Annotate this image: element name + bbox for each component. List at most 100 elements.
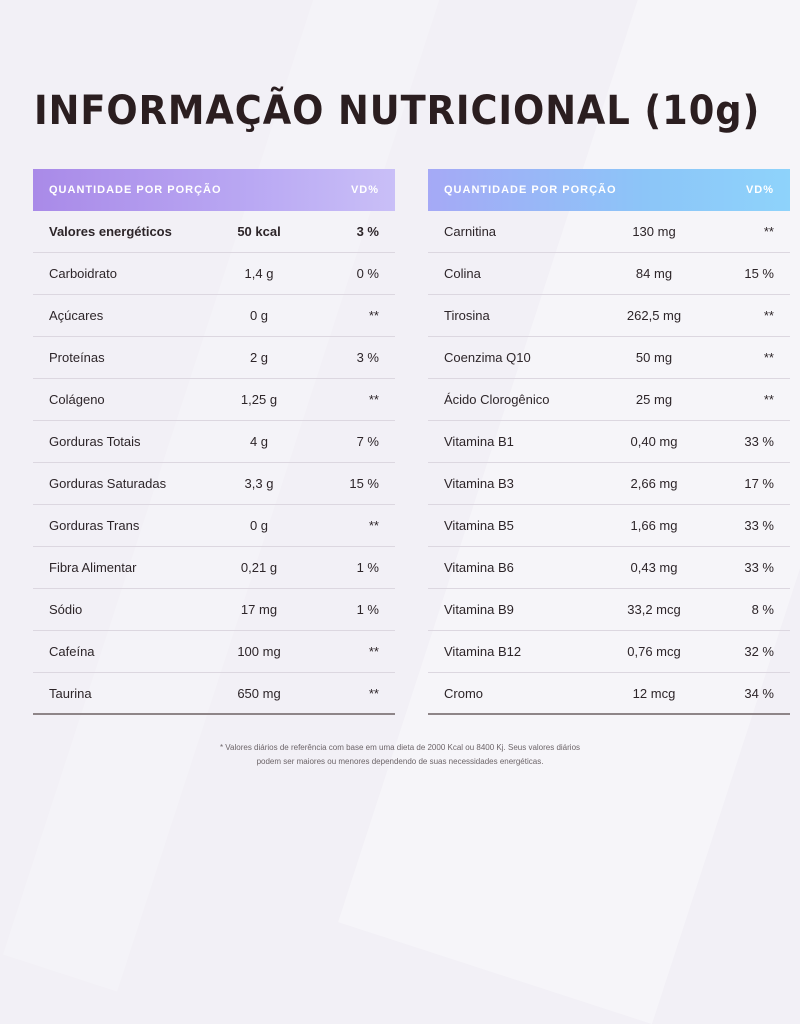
footnote: * Valores diários de referência com base… [0, 741, 800, 769]
table-row: Carnitina 130 mg ** [428, 211, 790, 253]
table-row: Proteínas 2 g 3 % [33, 337, 395, 379]
nutrient-name: Fibra Alimentar [49, 560, 137, 575]
table-row: Vitamina B3 2,66 mg 17 % [428, 463, 790, 505]
table-row: Ácido Clorogênico 25 mg ** [428, 379, 790, 421]
table-header: QUANTIDADE POR PORÇÃO VD% [33, 169, 395, 211]
nutrition-table-left: QUANTIDADE POR PORÇÃO VD% Valores energé… [33, 169, 395, 715]
header-quantity-label: QUANTIDADE POR PORÇÃO [444, 184, 617, 196]
nutrient-name: Açúcares [49, 308, 104, 323]
nutrient-vd: 1 % [356, 602, 379, 617]
nutrition-table-right: QUANTIDADE POR PORÇÃO VD% Carnitina 130 m… [428, 169, 790, 715]
nutrient-name: Coenzima Q10 [444, 350, 531, 365]
nutrient-quantity: 25 mg [635, 392, 673, 407]
nutrient-vd: 1 % [356, 560, 379, 575]
nutrient-quantity: 0,40 mg [630, 434, 678, 449]
nutrient-vd: ** [368, 644, 379, 659]
nutrient-name: Carnitina [444, 224, 497, 239]
nutrient-vd: ** [763, 308, 774, 323]
table-row: Gorduras Saturadas 3,3 g 15 % [33, 463, 395, 505]
table-row: Fibra Alimentar 0,21 g 1 % [33, 547, 395, 589]
nutrient-quantity: 0,43 mg [630, 560, 678, 575]
nutrient-quantity: 262,5 mg [626, 308, 682, 323]
nutrient-quantity: 2 g [249, 350, 269, 365]
header-vd-label: VD% [745, 184, 774, 196]
nutrient-vd: ** [368, 518, 379, 533]
table-row: Colina 84 mg 15 % [428, 253, 790, 295]
nutrient-vd: 33 % [744, 560, 774, 575]
nutrient-name: Carboidrato [49, 266, 117, 281]
table-row: Vitamina B9 33,2 mcg 8 % [428, 589, 790, 631]
nutrient-name: Vitamina B12 [444, 644, 522, 659]
nutrient-quantity: 50 kcal [237, 224, 281, 239]
footnote-line: podem ser maiores ou menores dependendo … [256, 757, 544, 766]
table-row: Colágeno 1,25 g ** [33, 379, 395, 421]
table-row: Valores energéticos 50 kcal 3 % [33, 211, 395, 253]
nutrient-quantity: 12 mcg [632, 685, 676, 701]
header-vd-label: VD% [350, 184, 379, 196]
nutrient-name: Vitamina B3 [444, 476, 514, 491]
header-quantity-label: QUANTIDADE POR PORÇÃO [49, 184, 222, 196]
nutrient-quantity: 130 mg [632, 224, 676, 239]
nutrient-quantity: 3,3 g [244, 476, 274, 491]
nutrient-vd: 15 % [744, 266, 774, 281]
table-body: Valores energéticos 50 kcal 3 % Carboidrato… [33, 211, 395, 715]
table-row: Cafeína 100 mg ** [33, 631, 395, 673]
nutrient-vd: 0 % [356, 266, 379, 281]
table-row: Vitamina B1 0,40 mg 33 % [428, 421, 790, 463]
nutrient-name: Vitamina B1 [444, 434, 514, 449]
nutrient-quantity: 1,4 g [244, 266, 274, 281]
table-row: Tirosina 262,5 mg ** [428, 295, 790, 337]
nutrient-vd: ** [763, 350, 774, 365]
nutrient-name: Cromo [444, 685, 484, 701]
nutrient-quantity: 100 mg [237, 644, 281, 659]
table-header: QUANTIDADE POR PORÇÃO VD% [428, 169, 790, 211]
nutrient-name: Vitamina B9 [444, 602, 514, 617]
table-body: Carnitina 130 mg ** Colina 84 mg 15 % Tirosina… [428, 211, 790, 715]
nutrient-quantity: 17 mg [240, 602, 278, 617]
nutrient-vd: 3 % [356, 350, 379, 365]
nutrient-vd: 3 % [356, 224, 379, 239]
nutrient-vd: ** [763, 392, 774, 407]
nutrient-name: Sódio [49, 602, 83, 617]
nutrient-quantity: 0 g [249, 518, 269, 533]
table-row: Vitamina B12 0,76 mcg 32 % [428, 631, 790, 673]
table-row: Cromo 12 mcg 34 % [428, 673, 790, 715]
nutrient-vd: ** [763, 224, 774, 239]
nutrient-name: Proteínas [49, 350, 105, 365]
nutrient-name: Gorduras Saturadas [49, 476, 167, 491]
nutrient-quantity: 0 g [249, 308, 269, 323]
nutrient-vd: 33 % [744, 518, 774, 533]
nutrient-quantity: 84 mg [635, 266, 673, 281]
nutrient-quantity: 4 g [249, 434, 269, 449]
nutrient-vd: 15 % [349, 476, 379, 491]
nutrient-vd: ** [368, 308, 379, 323]
nutrient-name: Colina [444, 266, 481, 281]
nutrient-name: Ácido Clorogênico [444, 392, 550, 407]
footnote-line: * Valores diários de referência com base… [219, 743, 581, 752]
nutrient-name: Gorduras Totais [49, 434, 141, 449]
table-row: Gorduras Totais 4 g 7 % [33, 421, 395, 463]
nutrient-name: Colágeno [49, 392, 105, 407]
table-row: Vitamina B5 1,66 mg 33 % [428, 505, 790, 547]
nutrient-quantity: 50 mg [635, 350, 673, 365]
nutrient-vd: ** [368, 392, 379, 407]
table-row: Coenzima Q10 50 mg ** [428, 337, 790, 379]
nutrient-quantity: 1,66 mg [630, 518, 678, 533]
nutrient-vd: ** [368, 685, 379, 701]
nutrient-quantity: 1,25 g [240, 392, 278, 407]
nutrient-name: Taurina [49, 685, 92, 701]
nutrient-quantity: 2,66 mg [630, 476, 678, 491]
nutrient-name: Gorduras Trans [49, 518, 140, 533]
nutrient-vd: 32 % [744, 644, 774, 659]
table-row: Sódio 17 mg 1 % [33, 589, 395, 631]
table-row: Açúcares 0 g ** [33, 295, 395, 337]
nutrient-vd: 8 % [751, 602, 774, 617]
table-row: Carboidrato 1,4 g 0 % [33, 253, 395, 295]
nutrient-vd: 33 % [744, 434, 774, 449]
nutrient-name: Vitamina B6 [444, 560, 514, 575]
nutrient-name: Valores energéticos [49, 224, 172, 239]
nutrient-vd: 17 % [744, 476, 774, 491]
nutrient-quantity: 33,2 mcg [627, 602, 681, 617]
page-title: INFORMAÇÃO NUTRICIONAL (10g) [34, 88, 761, 134]
table-row: Gorduras Trans 0 g ** [33, 505, 395, 547]
